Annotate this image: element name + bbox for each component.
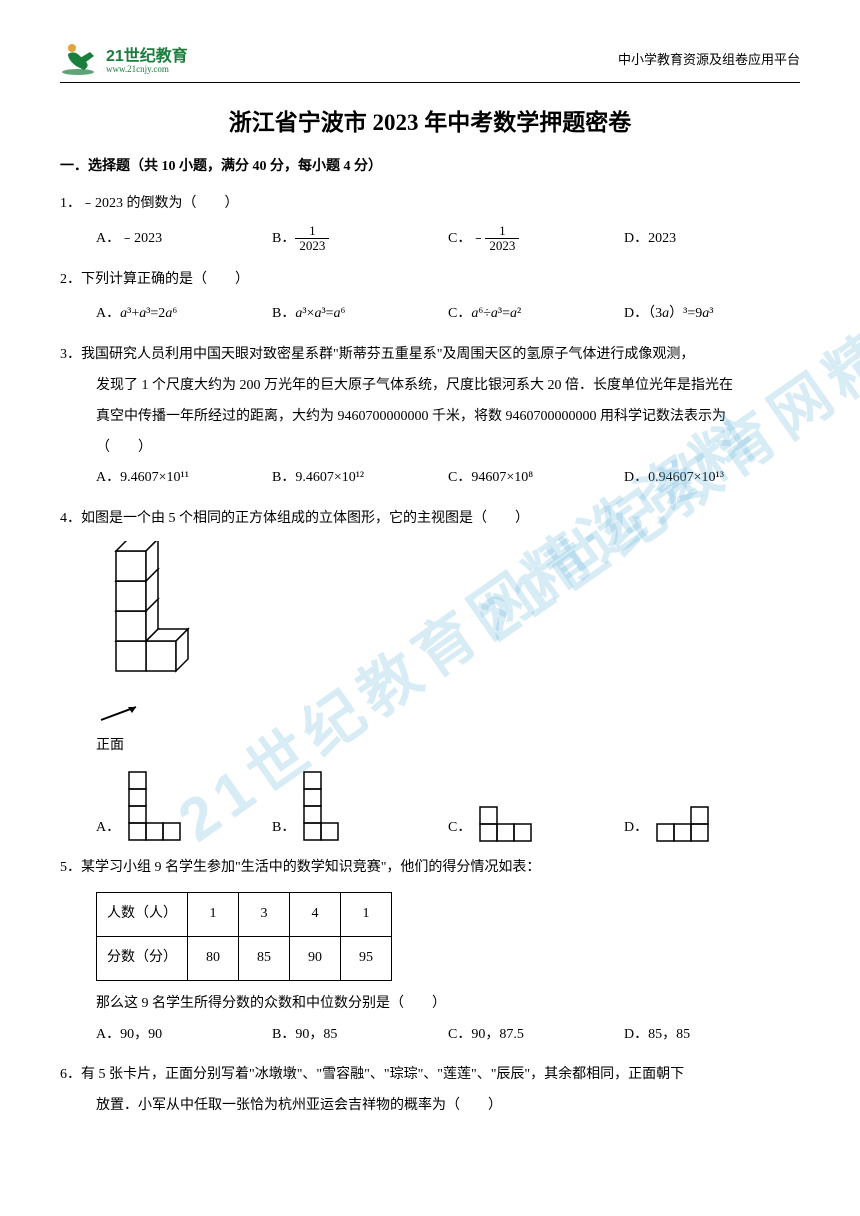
q5-text2: 那么这 9 名学生所得分数的众数和中位数分别是（ ） — [60, 989, 800, 1020]
header-right-text: 中小学教育资源及组卷应用平台 — [618, 49, 800, 68]
q5-r1c2: 3 — [239, 893, 290, 937]
q6-line1: 6．有 5 张卡片，正面分别写着"冰墩墩"、"雪容融"、"琮琮"、"莲莲"、"辰… — [60, 1060, 800, 1091]
q3-line2: 发现了 1 个尺度大约为 200 万光年的巨大原子气体系统，尺度比银河系大 20… — [60, 371, 800, 402]
q5-r1c0: 人数（人） — [97, 893, 188, 937]
question-2: 2．下列计算正确的是（ ） A．a³+a³=2a⁶ B．a³×a³=a⁶ C．a… — [60, 265, 800, 331]
question-6: 6．有 5 张卡片，正面分别写着"冰墩墩"、"雪容融"、"琮琮"、"莲莲"、"辰… — [60, 1060, 800, 1122]
q2-opt-a: A．a³+a³=2a⁶ — [96, 299, 272, 330]
q2-opt-b: B．a³×a³=a⁶ — [272, 299, 448, 330]
section-header: 一．选择题（共 10 小题，满分 40 分，每小题 4 分） — [60, 155, 800, 175]
q1-opt-b: B．12023 — [272, 224, 448, 255]
q1-opt-c: C．﹣12023 — [448, 224, 624, 255]
q2-opt-c: C．a⁶÷a³=a² — [448, 299, 624, 330]
q5-r1c1: 1 — [188, 893, 239, 937]
page-header: 21世纪教育 www.21cnjy.com 中小学教育资源及组卷应用平台 — [60, 40, 800, 83]
q4-arrow-label: 正面 — [96, 700, 800, 762]
q5-r2c1: 80 — [188, 936, 239, 980]
q5-r1c3: 4 — [290, 893, 341, 937]
q3-opt-d: D．0.94607×10¹³ — [624, 463, 800, 494]
logo: 21世纪教育 www.21cnjy.com — [60, 40, 188, 76]
q3-opt-c: C．94607×10⁸ — [448, 463, 624, 494]
q6-line2: 放置．小军从中任取一张恰为杭州亚运会吉祥物的概率为（ ） — [60, 1091, 800, 1122]
q5-r2c2: 85 — [239, 936, 290, 980]
q4-opt-a: A． — [96, 771, 272, 843]
q5-r2c3: 90 — [290, 936, 341, 980]
q3-opt-b: B．9.4607×10¹² — [272, 463, 448, 494]
q5-table: 人数（人） 1 3 4 1 分数（分） 80 85 90 95 — [96, 892, 800, 981]
q5-opt-a: A．90，90 — [96, 1020, 272, 1051]
q5-opt-b: B．90，85 — [272, 1020, 448, 1051]
q5-r2c4: 95 — [341, 936, 392, 980]
table-row: 分数（分） 80 85 90 95 — [97, 936, 392, 980]
question-5: 5．某学习小组 9 名学生参加"生活中的数学知识竞赛"，他们的得分情况如表： 人… — [60, 853, 800, 1050]
table-row: 人数（人） 1 3 4 1 — [97, 893, 392, 937]
logo-icon — [60, 40, 100, 76]
q4-opt-b: B． — [272, 771, 448, 843]
q3-line3: 真空中传播一年所经过的距离，大约为 9460700000000 千米，将数 94… — [60, 402, 800, 433]
q1-opt-d: D．2023 — [624, 224, 800, 255]
q5-opt-c: C．90，87.5 — [448, 1020, 624, 1051]
q4-3d-figure — [96, 541, 800, 694]
q3-line4: （ ） — [60, 433, 800, 464]
q4-opt-d: D． — [624, 806, 800, 843]
q3-opt-a: A．9.4607×10¹¹ — [96, 463, 272, 494]
q1-text: 1．﹣2023 的倒数为（ ） — [60, 189, 800, 220]
q4-opt-c: C． — [448, 806, 624, 843]
q1-opt-a: A．﹣2023 — [96, 224, 272, 255]
q5-r1c4: 1 — [341, 893, 392, 937]
q5-r2c0: 分数（分） — [97, 936, 188, 980]
q4-text: 4．如图是一个由 5 个相同的正方体组成的立体图形，它的主视图是（ ） — [60, 504, 800, 535]
q3-line1: 3．我国研究人员利用中国天眼对致密星系群"斯蒂芬五重星系"及周围天区的氢原子气体… — [60, 340, 800, 371]
question-4: 4．如图是一个由 5 个相同的正方体组成的立体图形，它的主视图是（ ） — [60, 504, 800, 843]
page-title: 浙江省宁波市 2023 年中考数学押题密卷 — [60, 103, 800, 137]
q2-opt-d: D．（3a）³=9a³ — [624, 299, 800, 330]
question-3: 3．我国研究人员利用中国天眼对致密星系群"斯蒂芬五重星系"及周围天区的氢原子气体… — [60, 340, 800, 494]
q5-opt-d: D．85，85 — [624, 1020, 800, 1051]
q5-text: 5．某学习小组 9 名学生参加"生活中的数学知识竞赛"，他们的得分情况如表： — [60, 853, 800, 884]
q2-text: 2．下列计算正确的是（ ） — [60, 265, 800, 296]
question-1: 1．﹣2023 的倒数为（ ） A．﹣2023 B．12023 C．﹣12023… — [60, 189, 800, 255]
logo-text: 21世纪教育 — [106, 42, 188, 66]
